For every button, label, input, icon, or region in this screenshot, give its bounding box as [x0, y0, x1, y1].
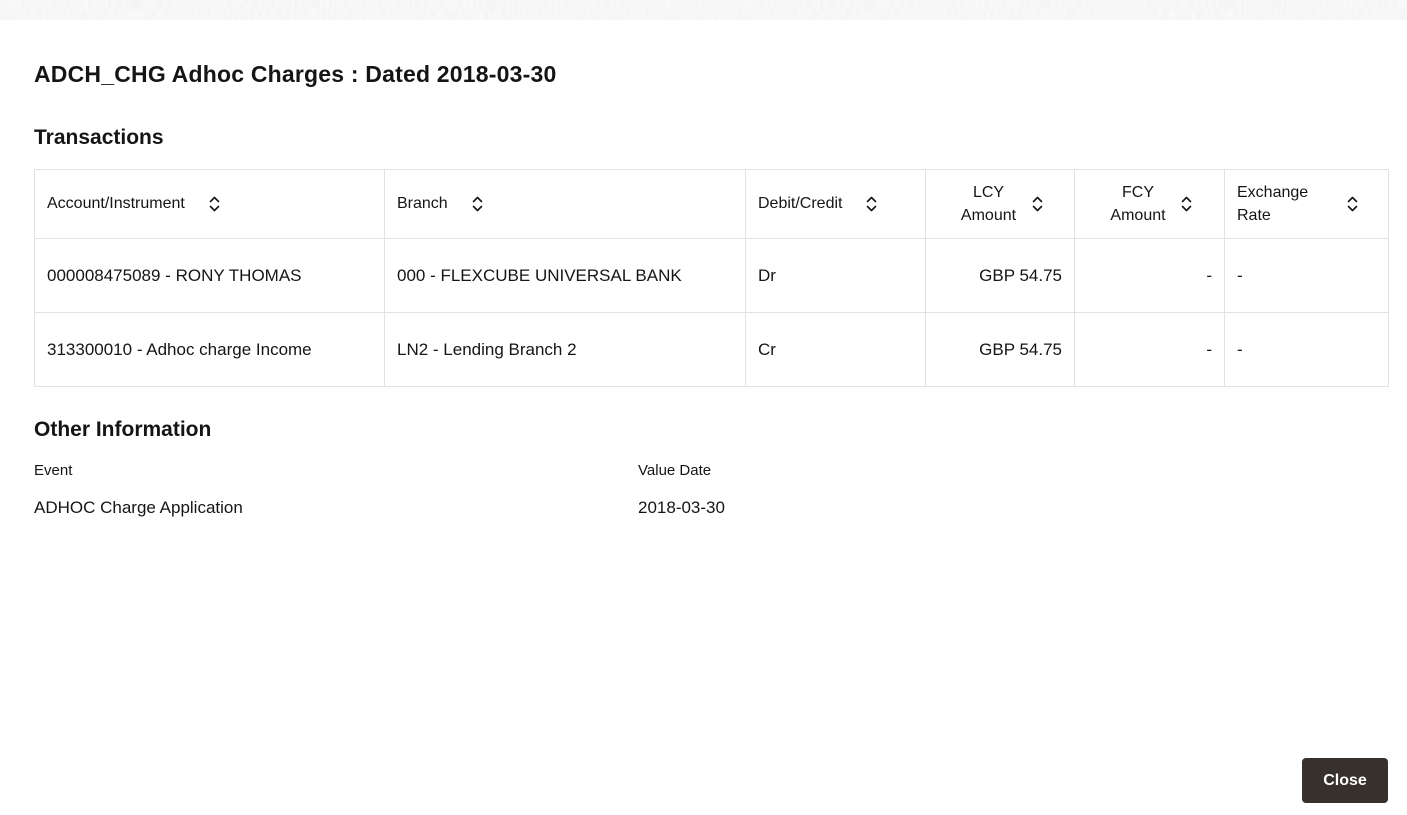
sort-icon[interactable] — [209, 196, 220, 212]
other-information-fields: Event ADHOC Charge Application Value Dat… — [34, 462, 1388, 518]
column-header-lcy-amount[interactable]: LCY Amount — [925, 169, 1075, 239]
field-value-date: Value Date 2018-03-30 — [638, 462, 725, 518]
column-header-debit-credit[interactable]: Debit/Credit — [745, 169, 926, 239]
dialog-body: ADCH_CHG Adhoc Charges : Dated 2018-03-3… — [34, 20, 1389, 518]
field-value-value-date: 2018-03-30 — [638, 498, 725, 517]
dialog-title: ADCH_CHG Adhoc Charges : Dated 2018-03-3… — [34, 61, 557, 87]
cell-lcy-amount: GBP 54.75 — [925, 312, 1075, 387]
sort-icon[interactable] — [1032, 196, 1043, 212]
sort-icon[interactable] — [1181, 196, 1192, 212]
cell-branch: LN2 - Lending Branch 2 — [384, 312, 746, 387]
other-information-heading: Other Information — [34, 418, 212, 441]
column-header-account-instrument[interactable]: Account/Instrument — [34, 169, 385, 239]
cell-fcy-amount: - — [1074, 312, 1225, 387]
close-button[interactable]: Close — [1302, 758, 1388, 803]
cell-exchange-rate: - — [1224, 238, 1389, 313]
transactions-table: Account/Instrument Branch — [34, 169, 1389, 387]
cell-account-instrument: 313300010 - Adhoc charge Income — [34, 312, 385, 387]
field-label-value-date: Value Date — [638, 462, 712, 479]
column-header-fcy-amount[interactable]: FCY Amount — [1074, 169, 1225, 239]
sort-icon[interactable] — [1347, 196, 1358, 212]
table-row: 000008475089 - RONY THOMAS 000 - FLEXCUB… — [34, 238, 1389, 313]
cell-fcy-amount: - — [1074, 238, 1225, 313]
cell-account-instrument: 000008475089 - RONY THOMAS — [34, 238, 385, 313]
column-header-label: Account/Instrument — [47, 195, 185, 212]
cell-branch: 000 - FLEXCUBE UNIVERSAL BANK — [384, 238, 746, 313]
column-header-label: Exchange Rate — [1237, 184, 1309, 224]
column-header-branch[interactable]: Branch — [384, 169, 746, 239]
background-page-texture — [0, 0, 1407, 20]
table-row: 313300010 - Adhoc charge Income LN2 - Le… — [34, 312, 1389, 387]
sort-icon[interactable] — [472, 196, 483, 212]
column-header-label: LCY Amount — [960, 184, 1017, 224]
field-value-event: ADHOC Charge Application — [34, 498, 243, 517]
field-label-event: Event — [34, 462, 73, 479]
field-event: Event ADHOC Charge Application — [34, 462, 638, 518]
column-header-label: Debit/Credit — [758, 195, 843, 212]
column-header-label: FCY Amount — [1110, 184, 1166, 224]
table-header-row: Account/Instrument Branch — [34, 169, 1389, 239]
column-header-exchange-rate[interactable]: Exchange Rate — [1224, 169, 1389, 239]
sort-icon[interactable] — [866, 196, 877, 212]
transactions-heading: Transactions — [34, 126, 164, 149]
cell-debit-credit: Dr — [745, 238, 926, 313]
cell-exchange-rate: - — [1224, 312, 1389, 387]
cell-lcy-amount: GBP 54.75 — [925, 238, 1075, 313]
column-header-label: Branch — [397, 195, 448, 212]
cell-debit-credit: Cr — [745, 312, 926, 387]
